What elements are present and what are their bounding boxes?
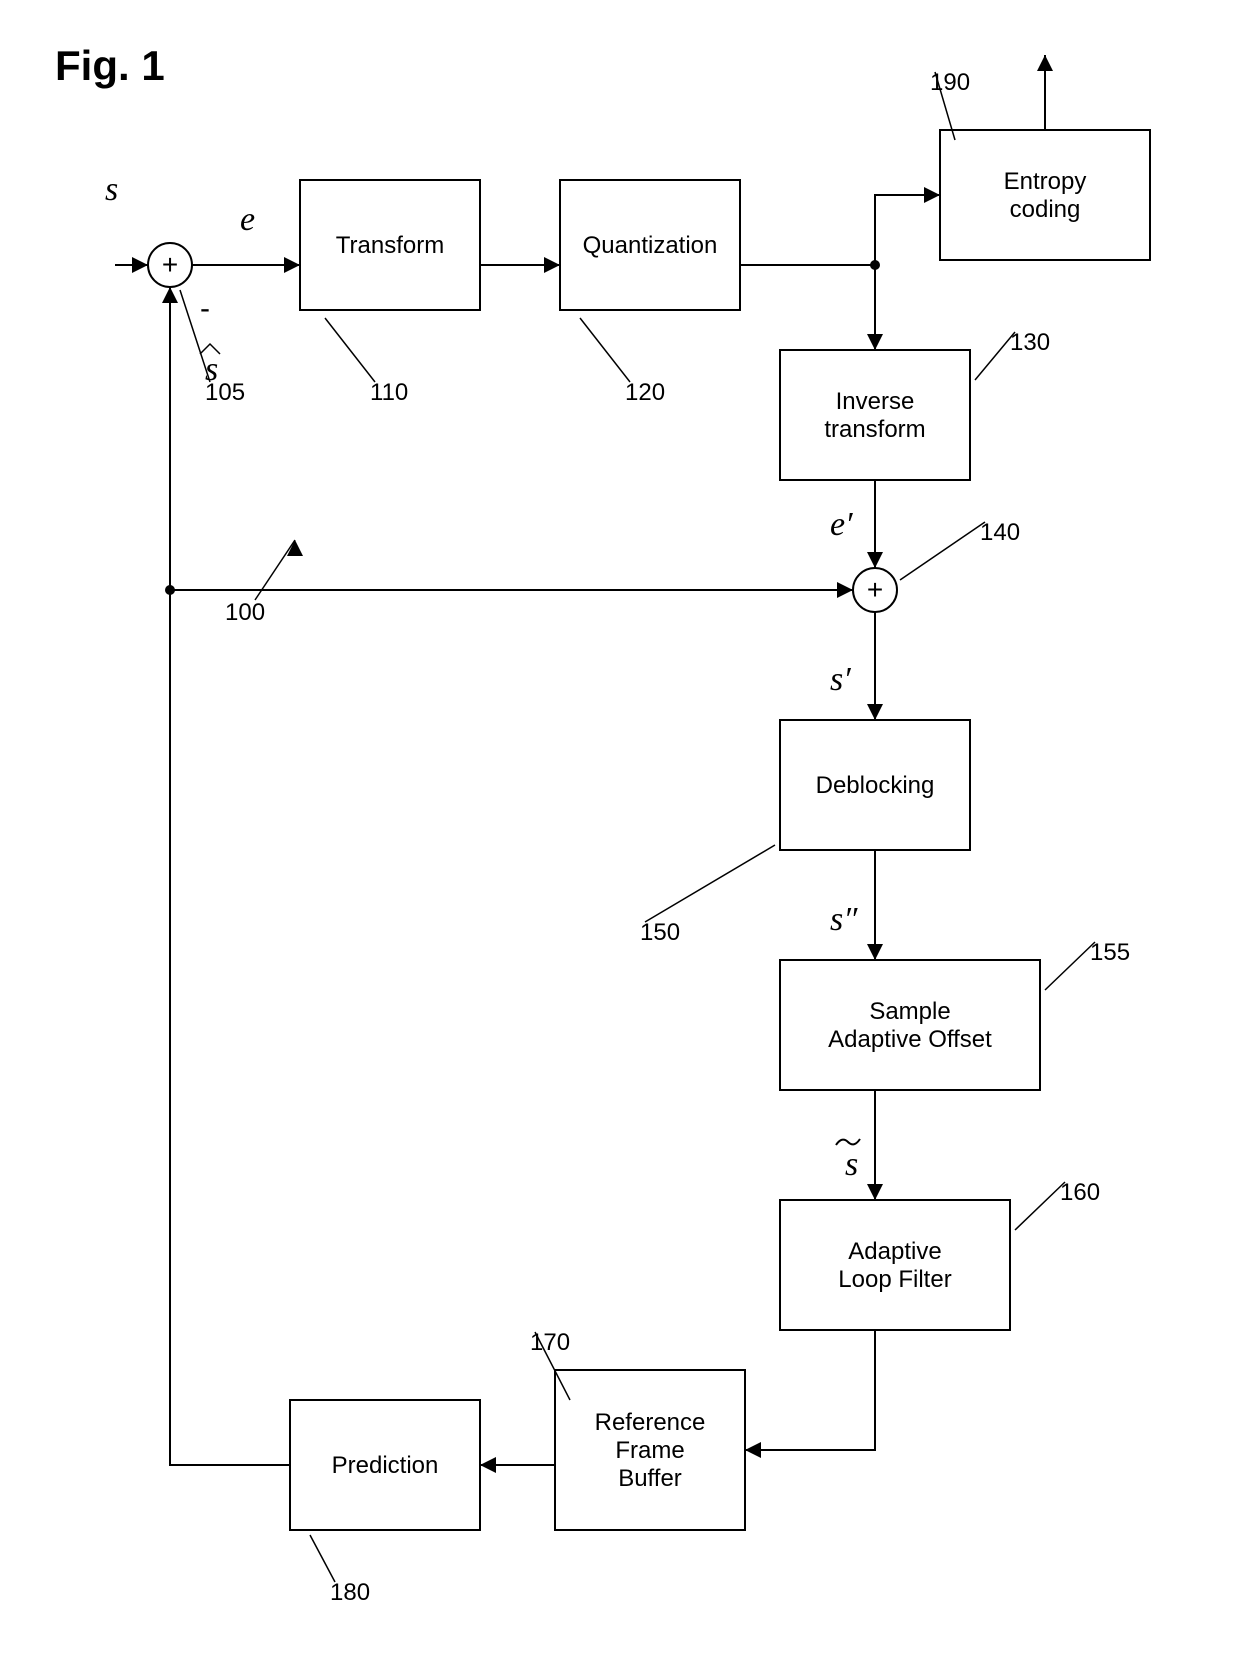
svg-text:Quantization: Quantization xyxy=(583,232,718,259)
invtrans xyxy=(780,350,970,480)
svg-text:180: 180 xyxy=(330,1579,370,1606)
svg-text:120: 120 xyxy=(625,379,665,406)
svg-text:155: 155 xyxy=(1090,939,1130,966)
svg-text:130: 130 xyxy=(1010,329,1050,356)
svg-text:AdaptiveLoop Filter: AdaptiveLoop Filter xyxy=(838,1238,951,1293)
svg-text:s: s xyxy=(105,171,118,208)
svg-text:e: e xyxy=(240,201,255,238)
svg-text:s′: s′ xyxy=(830,661,851,698)
svg-text:s: s xyxy=(205,351,218,388)
svg-text:Transform: Transform xyxy=(336,232,444,259)
svg-text:Deblocking: Deblocking xyxy=(816,772,935,799)
svg-text:Entropycoding: Entropycoding xyxy=(1004,168,1087,223)
alf xyxy=(780,1200,1010,1330)
entropy xyxy=(940,130,1150,260)
svg-text:-: - xyxy=(200,292,210,325)
svg-text:s: s xyxy=(845,1146,858,1183)
add: + xyxy=(853,568,897,612)
svg-text:s″: s″ xyxy=(830,901,858,938)
svg-text:Prediction: Prediction xyxy=(332,1452,439,1479)
svg-text:160: 160 xyxy=(1060,1179,1100,1206)
sub: + xyxy=(148,243,192,287)
svg-text:140: 140 xyxy=(980,519,1020,546)
svg-text:Fig. 1: Fig. 1 xyxy=(55,42,165,89)
svg-text:100: 100 xyxy=(225,599,265,626)
svg-text:110: 110 xyxy=(370,379,408,406)
svg-text:Inversetransform: Inversetransform xyxy=(824,388,925,443)
svg-text:+: + xyxy=(867,574,883,605)
svg-text:+: + xyxy=(162,249,178,280)
sao xyxy=(780,960,1040,1090)
svg-text:150: 150 xyxy=(640,919,680,946)
svg-text:e′: e′ xyxy=(830,506,853,543)
